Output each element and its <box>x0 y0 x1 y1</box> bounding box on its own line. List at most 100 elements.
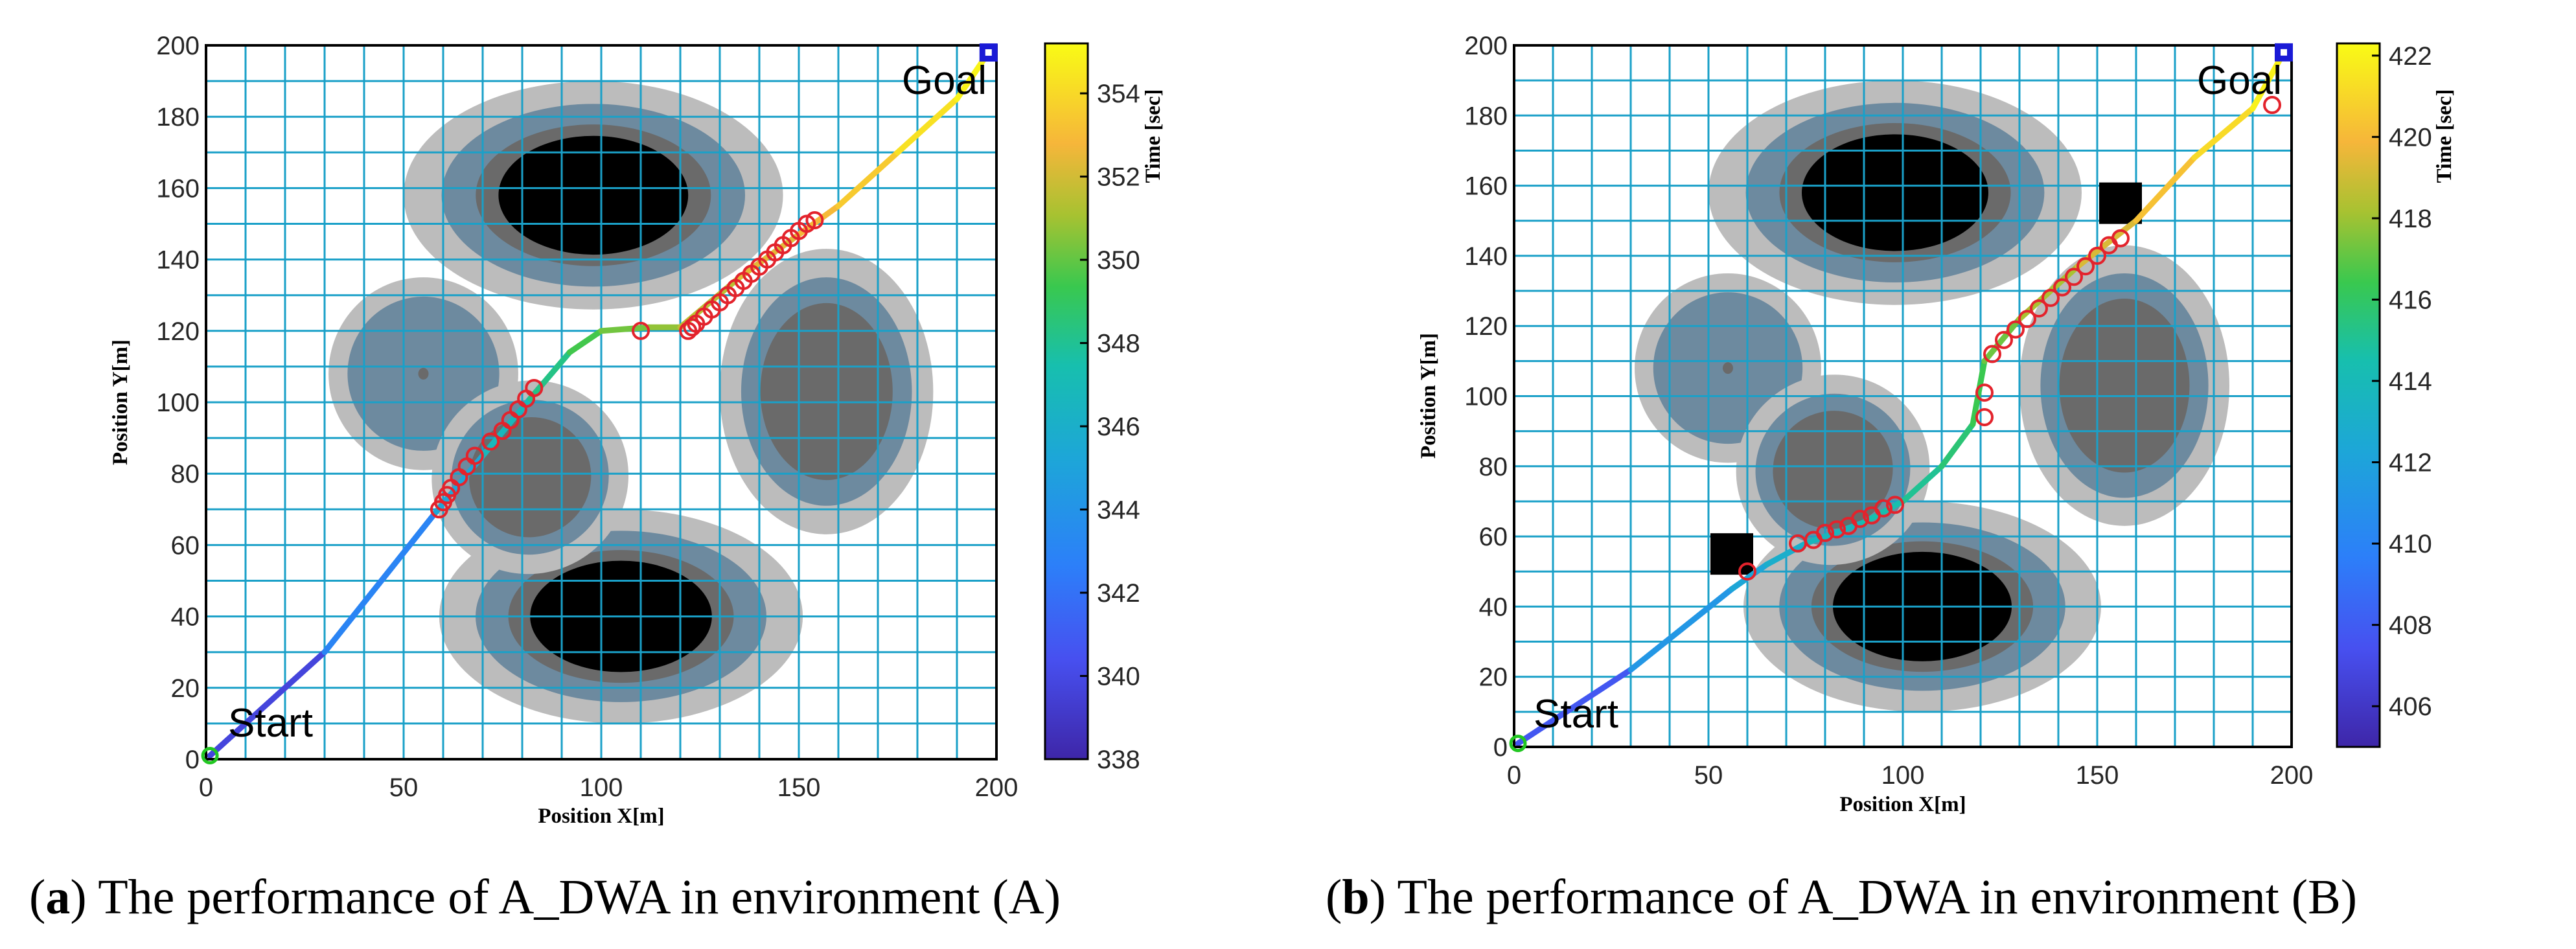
trajectory-segment <box>321 510 439 656</box>
y-tick-label: 120 <box>156 317 200 346</box>
collision-check-marker <box>1975 407 1994 426</box>
colorbar-tick-label: 346 <box>1097 413 1140 441</box>
y-tick-label: 20 <box>1479 663 1508 692</box>
panel-a: 0 50 100 150 200 0 20 40 60 80 100 120 140 160 180 200… <box>29 32 1165 924</box>
y-tick-label: 80 <box>171 460 200 488</box>
collision-check-marker <box>2111 229 2130 247</box>
x-tick-label: 150 <box>777 773 821 802</box>
goal-label: Goal <box>2197 58 2282 103</box>
colorbar-tick-label: 348 <box>1097 330 1140 358</box>
y-tick-label: 160 <box>1464 172 1508 201</box>
colorbar-tick-label: 340 <box>1097 663 1140 691</box>
trajectory-segment <box>1764 540 1809 567</box>
obstacle-layer <box>328 81 934 724</box>
x-tick-labels: 0 50 100 150 200 <box>199 773 1018 802</box>
collision-check-marker <box>1828 520 1846 539</box>
collision-check-marker <box>1886 496 1904 514</box>
plot-frame <box>205 44 998 760</box>
trajectory-segment <box>1627 586 1735 673</box>
grid-lines <box>1513 44 2293 748</box>
moving-obstacle <box>1710 533 1753 575</box>
x-tick-label: 0 <box>1507 761 1521 790</box>
y-tick-label: 140 <box>156 246 200 275</box>
caption-a: (a) The performance of A_DWA in environm… <box>29 870 1061 924</box>
colorbar <box>2336 42 2381 748</box>
colorbar-tick-label: 412 <box>2389 449 2432 477</box>
collision-check-marker <box>1851 510 1869 529</box>
x-tick-labels: 0 50 100 150 200 <box>1507 761 2314 790</box>
y-tick-label: 100 <box>156 389 200 417</box>
collision-check-marker <box>481 432 500 451</box>
start-marker <box>1509 735 1527 753</box>
y-tick-label: 200 <box>1464 32 1508 60</box>
moving-obstacle <box>2099 182 2142 224</box>
x-tick-label: 200 <box>2270 761 2314 790</box>
y-tick-label: 100 <box>1464 383 1508 411</box>
y-tick-label: 180 <box>1464 102 1508 130</box>
trajectory-segment <box>1729 561 1770 592</box>
trajectory-segment <box>1981 315 2023 364</box>
start-label: Start <box>1534 692 1618 737</box>
obstacle-region <box>2059 298 2190 473</box>
collision-check-marker <box>2041 288 2060 307</box>
y-tick-label: 160 <box>156 174 200 203</box>
obstacle-core <box>418 367 429 380</box>
y-tick-label: 200 <box>156 32 200 60</box>
collision-check-marker <box>2053 278 2071 297</box>
trajectory-segment <box>895 96 960 155</box>
trajectory-segment <box>598 324 652 334</box>
goal-label: Goal <box>902 58 987 103</box>
trajectory-segment <box>835 149 901 209</box>
colorbar-tick-label: 418 <box>2389 205 2432 233</box>
obstacle-core <box>1802 134 1988 251</box>
start-label: Start <box>228 701 313 746</box>
x-tick-label: 0 <box>199 773 213 802</box>
x-tick-label: 50 <box>389 773 419 802</box>
collision-check-marker <box>805 211 824 229</box>
collision-check-marker <box>525 378 544 397</box>
y-tick-label: 140 <box>1464 242 1508 271</box>
trajectory-segment <box>527 349 573 402</box>
y-axis-label: Position Y[m] <box>1417 333 1440 459</box>
colorbar-tick-label: 350 <box>1097 246 1140 275</box>
y-tick-label: 0 <box>185 746 200 774</box>
obstacle-core <box>498 135 689 255</box>
collision-check-marker <box>1874 499 1892 518</box>
y-tick-label: 40 <box>1479 593 1508 621</box>
obstacle-region <box>1773 411 1893 529</box>
collision-check-marker <box>2030 299 2048 318</box>
goal-square-center <box>985 49 992 56</box>
plot-frame <box>1513 44 2293 748</box>
collision-check-marker <box>465 446 484 465</box>
trajectory-segment <box>1861 498 1906 525</box>
colorbar-tick-labels: 406 408 410 412 414 416 418 420 422 <box>2372 42 2432 721</box>
collision-check-marker <box>2007 320 2025 339</box>
x-tick-label: 100 <box>580 773 623 802</box>
trajectory-segment <box>2191 105 2256 161</box>
colorbar <box>1044 42 1089 760</box>
trajectory-segment <box>1938 421 1976 470</box>
trajectory-segment <box>2133 154 2198 224</box>
goal-square-center <box>2281 49 2287 56</box>
colorbar-tick-label: 414 <box>2389 367 2432 396</box>
caption-text: ) The performance of A_DWA in environmen… <box>1370 870 2358 924</box>
collision-check-marker <box>2065 268 2083 286</box>
y-tick-labels: 0 20 40 60 80 100 120 140 160 180 200 <box>156 32 200 774</box>
trajectory-segment <box>1970 358 1988 428</box>
x-tick-label: 100 <box>1881 761 1925 790</box>
panel-b: 0 50 100 150 200 0 20 40 60 80 100 120 140 160 180 200… <box>1326 32 2456 924</box>
colorbar-tick-label: 354 <box>1097 80 1140 108</box>
x-tick-label: 200 <box>975 773 1018 802</box>
obstacle-region <box>469 417 592 538</box>
colorbar-tick-label: 352 <box>1097 163 1140 192</box>
y-axis-label: Position Y[m] <box>109 339 132 465</box>
grid-lines <box>205 44 998 760</box>
collision-check-marker <box>1738 562 1756 581</box>
y-tick-label: 80 <box>1479 453 1508 481</box>
colorbar-tick-label: 406 <box>2389 692 2432 721</box>
collision-check-marker <box>2088 246 2106 265</box>
colorbar-tick-label: 342 <box>1097 579 1140 608</box>
trajectory-segment <box>1900 463 1945 505</box>
x-axis-label: Position X[m] <box>538 805 664 828</box>
